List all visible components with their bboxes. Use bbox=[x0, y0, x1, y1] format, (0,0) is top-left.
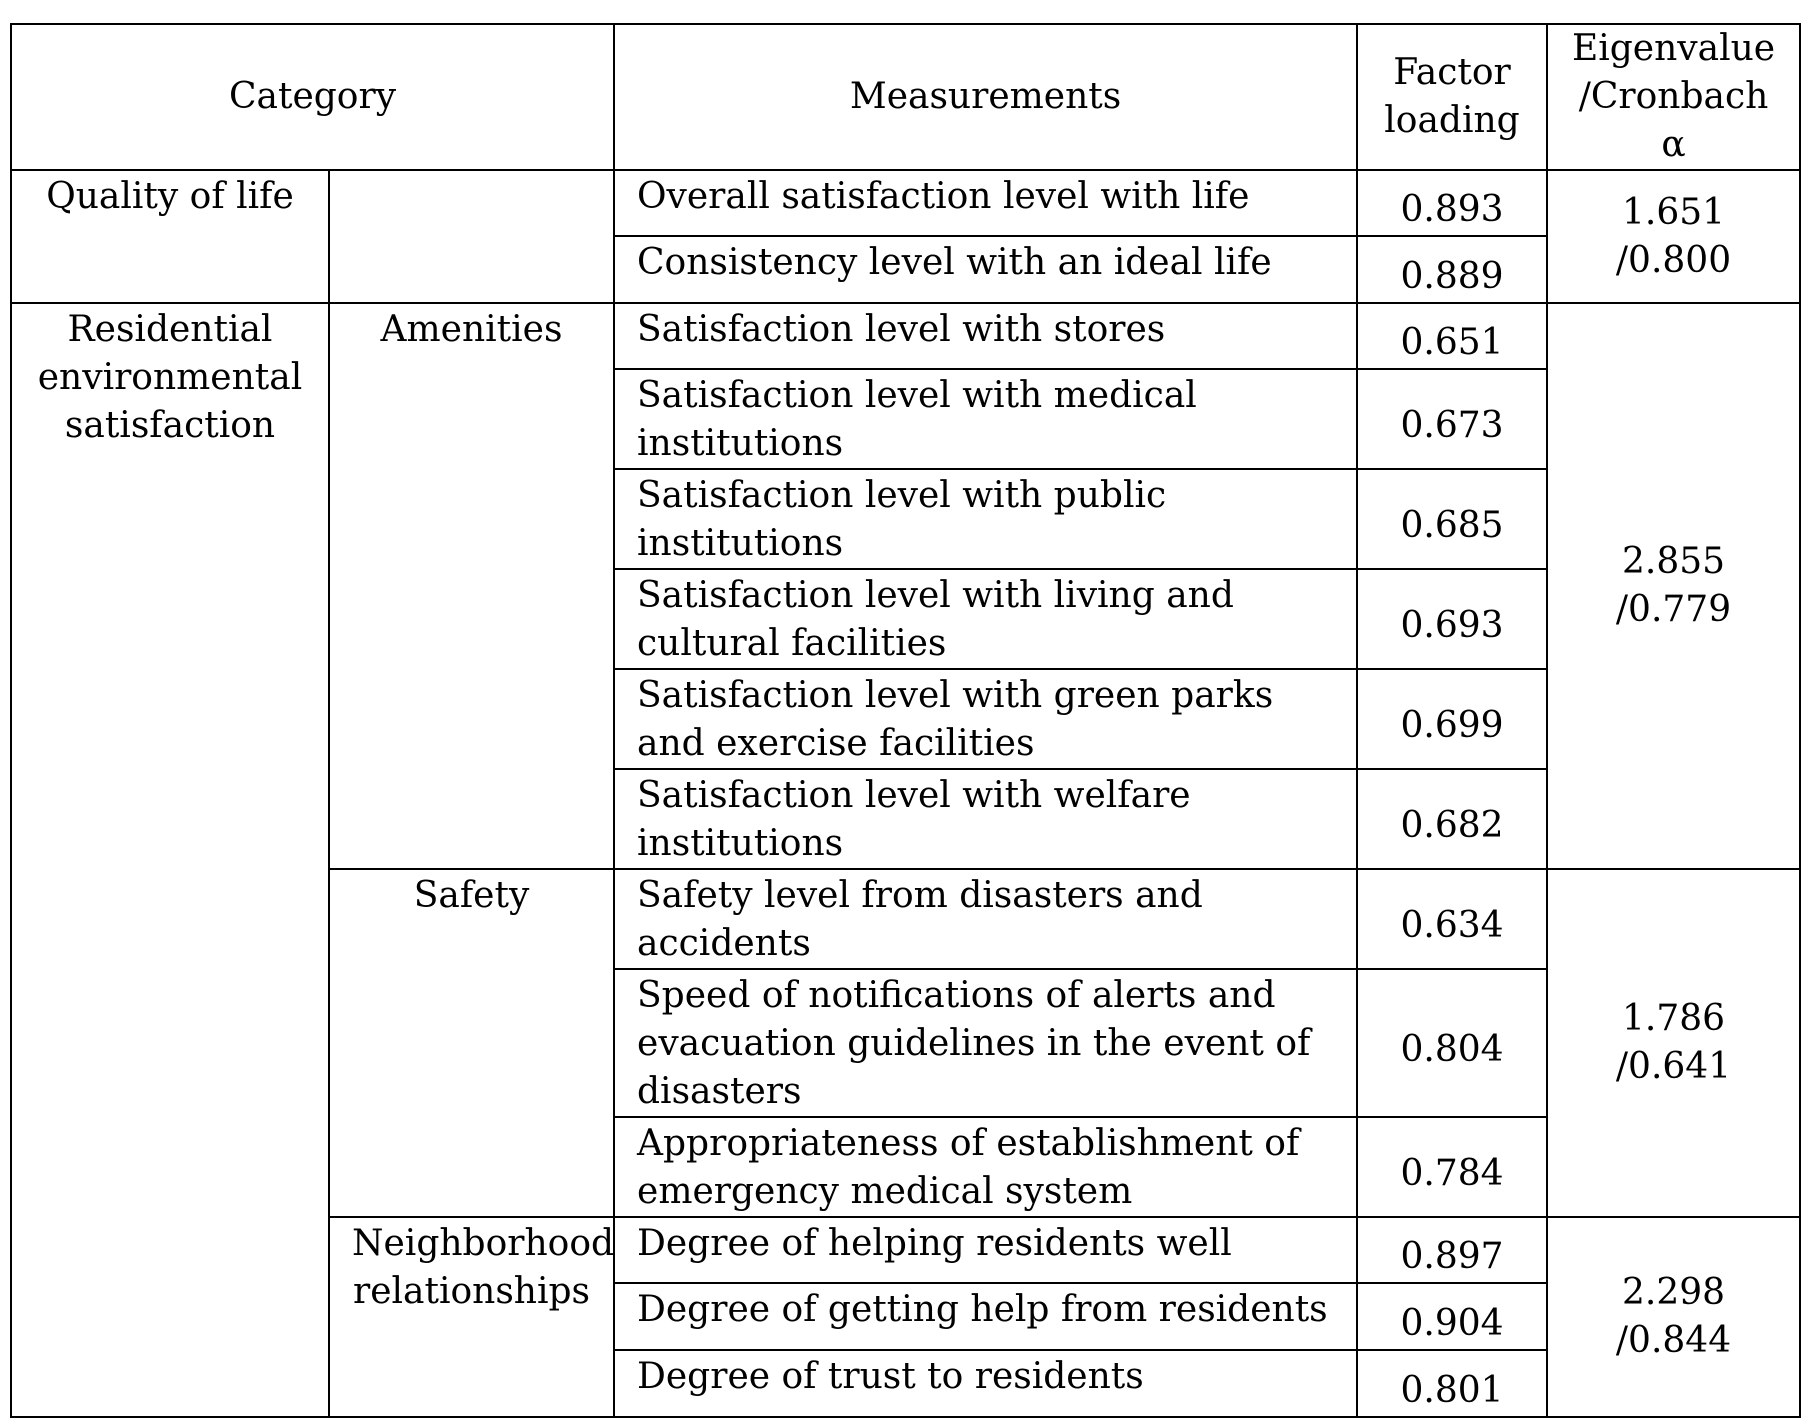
header-category: Category bbox=[9, 23, 616, 171]
header-factor-loading-line1: Factor bbox=[1393, 52, 1511, 93]
factor-analysis-table: Category Measurements Factor loading Eig… bbox=[9, 23, 1802, 1418]
measurement-cell: Speed of notifications of alerts and eva… bbox=[613, 968, 1359, 1118]
header-row: Category Measurements Factor loading Eig… bbox=[9, 23, 1802, 171]
cronbach-value: /0.844 bbox=[1615, 1320, 1732, 1361]
factor-loading-cell: 0.685 bbox=[1356, 468, 1549, 570]
eigenvalue-cell-safety: 1.786 /0.641 bbox=[1546, 868, 1802, 1218]
table-row: Satisfaction level with living and cultu… bbox=[11, 568, 1800, 670]
subcategory-empty bbox=[327, 169, 616, 304]
factor-loading-cell: 0.682 bbox=[1356, 768, 1549, 870]
cronbach-value: /0.779 bbox=[1615, 589, 1732, 630]
table-row: Quality of life Overall satisfaction lev… bbox=[10, 169, 1802, 304]
eigenvalue-cell-neighborhood: 2.298 /0.844 bbox=[1546, 1216, 1802, 1418]
measurement-cell: Satisfaction level with welfare institut… bbox=[613, 768, 1359, 870]
factor-loading-cell: 0.673 bbox=[1356, 368, 1549, 470]
table-row: Residential environmental satisfaction A… bbox=[10, 302, 1802, 1418]
measurement-cell: Degree of trust to residents bbox=[613, 1349, 1359, 1418]
eigenvalue-value: 1.651 bbox=[1621, 191, 1726, 233]
measurement-cell: Consistency level with an ideal life bbox=[613, 235, 1359, 304]
measurement-cell: Satisfaction level with medical institut… bbox=[613, 368, 1359, 470]
subcategory-safety: Safety bbox=[327, 868, 616, 1218]
factor-loading-cell: 0.784 bbox=[1356, 1116, 1549, 1218]
table-row: Satisfaction level with welfare institut… bbox=[11, 768, 1800, 870]
table-row: Satisfaction level with medical institut… bbox=[11, 368, 1800, 470]
table-row: Satisfaction level with green parks and … bbox=[11, 668, 1800, 770]
measurement-cell: Satisfaction level with green parks and … bbox=[613, 668, 1359, 770]
table-row: Appropriateness of establishment of emer… bbox=[11, 1116, 1800, 1218]
factor-loading-cell: 0.693 bbox=[1356, 568, 1549, 670]
factor-loading-cell: 0.897 bbox=[1356, 1216, 1549, 1284]
eigenvalue-value: 2.298 bbox=[1621, 1272, 1726, 1313]
header-eigenvalue-line2: /Cronbach α bbox=[1578, 76, 1769, 165]
cronbach-value: /0.641 bbox=[1615, 1046, 1732, 1087]
factor-loading-cell: 0.801 bbox=[1356, 1349, 1549, 1418]
factor-loading-cell: 0.699 bbox=[1356, 668, 1549, 770]
factor-loading-cell: 0.889 bbox=[1356, 235, 1549, 304]
header-measurements: Measurements bbox=[613, 23, 1359, 171]
measurement-cell: Appropriateness of establishment of emer… bbox=[613, 1116, 1359, 1218]
subcategory-neighborhood-relationships: Neighborhood relationships bbox=[327, 1216, 616, 1418]
table-row: Speed of notifications of alerts and eva… bbox=[11, 968, 1800, 1118]
table-row: Satisfaction level with public instituti… bbox=[11, 468, 1800, 570]
header-eigenvalue: Eigenvalue /Cronbach α bbox=[1546, 23, 1802, 171]
eigenvalue-cell-quality-of-life: 1.651 /0.800 bbox=[1546, 169, 1802, 304]
category-quality-of-life: Quality of life bbox=[10, 169, 330, 304]
header-eigenvalue-line1: Eigenvalue bbox=[1571, 28, 1776, 69]
measurement-cell: Overall satisfaction level with life bbox=[613, 169, 1359, 237]
measurement-cell: Safety level from disasters and accident… bbox=[613, 868, 1359, 970]
measurement-cell: Satisfaction level with stores bbox=[613, 302, 1359, 370]
measurement-cell: Satisfaction level with living and cultu… bbox=[613, 568, 1359, 670]
table-row: Consistency level with an ideal life 0.8… bbox=[11, 235, 1800, 304]
factor-loading-cell: 0.893 bbox=[1356, 169, 1549, 237]
factor-loading-cell: 0.634 bbox=[1356, 868, 1549, 970]
header-factor-loading: Factor loading bbox=[1356, 23, 1549, 171]
header-factor-loading-line2: loading bbox=[1384, 100, 1520, 141]
cronbach-value: /0.800 bbox=[1615, 239, 1732, 281]
factor-loading-cell: 0.804 bbox=[1356, 968, 1549, 1118]
factor-loading-cell: 0.904 bbox=[1356, 1282, 1549, 1351]
eigenvalue-value: 2.855 bbox=[1621, 541, 1726, 582]
measurement-cell: Degree of getting help from residents bbox=[613, 1282, 1359, 1351]
factor-loading-cell: 0.651 bbox=[1356, 302, 1549, 370]
eigenvalue-cell-amenities: 2.855 /0.779 bbox=[1546, 302, 1802, 870]
category-residential-environmental-satisfaction: Residential environmental satisfaction bbox=[10, 302, 330, 1418]
measurement-cell: Degree of helping residents well bbox=[613, 1216, 1359, 1284]
subcategory-amenities: Amenities bbox=[327, 302, 616, 870]
table-row: Safety Safety level from disasters and a… bbox=[11, 868, 1802, 1218]
measurement-cell: Satisfaction level with public instituti… bbox=[613, 468, 1359, 570]
eigenvalue-value: 1.786 bbox=[1621, 998, 1726, 1039]
